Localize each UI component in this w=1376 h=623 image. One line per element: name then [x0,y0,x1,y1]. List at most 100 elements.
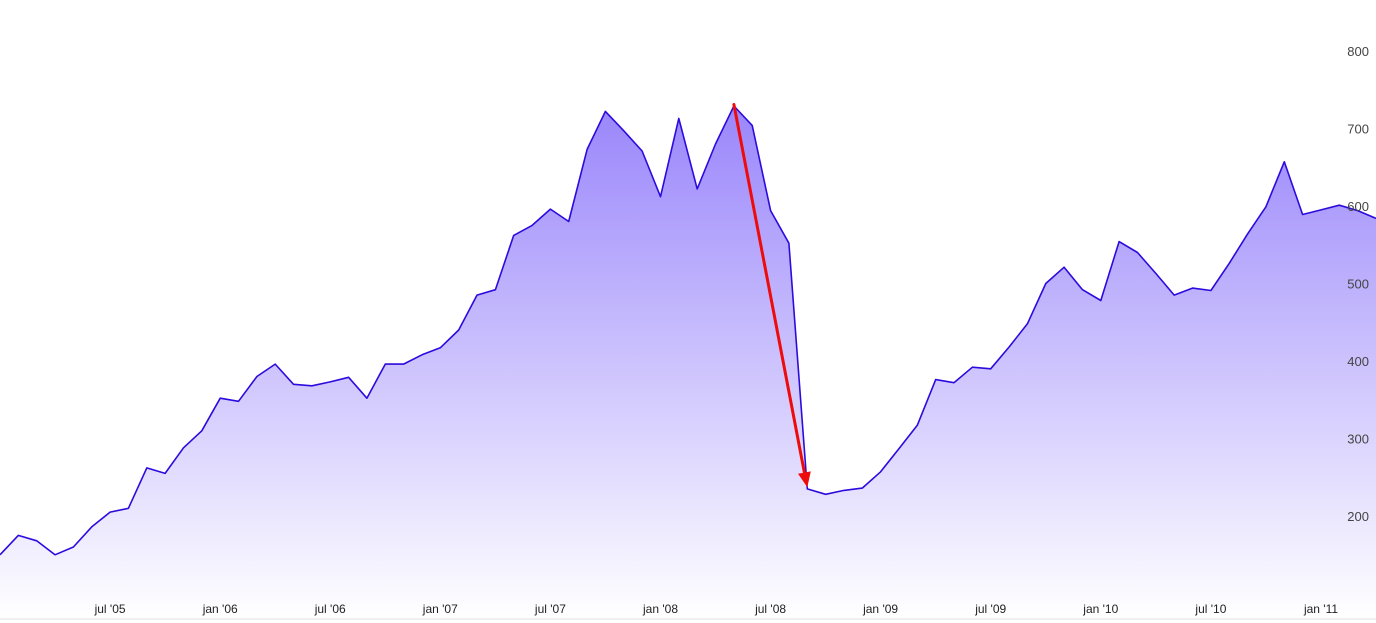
data-point [842,488,846,492]
data-point [163,471,167,475]
y-tick-label: 800 [1347,44,1369,59]
data-point [71,545,75,549]
data-point [1301,213,1305,217]
y-axis: 200 300 400 500 600 700 800 [1347,44,1369,524]
data-point [438,346,442,350]
data-point [1246,232,1250,236]
y-tick-label: 200 [1347,509,1369,524]
data-point [1025,322,1029,326]
data-point [475,293,479,297]
data-point [1007,345,1011,349]
data-point [677,116,681,120]
data-point [915,423,919,427]
data-point [35,539,39,543]
data-point [989,367,993,371]
x-tick-label: jul '05 [94,602,126,616]
data-point [897,447,901,451]
data-point [1319,208,1323,212]
data-point [585,147,589,151]
data-point [493,288,497,292]
series-area-fill [0,106,1376,619]
data-point [1264,205,1268,209]
data-point [1337,203,1341,207]
data-point [1136,251,1140,255]
data-point [750,123,754,127]
data-point [310,384,314,388]
data-point [970,365,974,369]
x-tick-label: jul '07 [534,602,566,616]
data-point [714,142,718,146]
data-point [1209,289,1213,293]
data-point [108,510,112,514]
data-point [16,533,20,537]
data-point [1117,240,1121,244]
data-point [695,187,699,191]
data-point [292,382,296,386]
data-point [934,378,938,382]
data-point [328,380,332,384]
x-tick-label: jul '08 [754,602,786,616]
x-axis: jul '05 jan '06 jul '06 jan '07 jul '07 jan '… [94,602,1339,616]
data-point [402,362,406,366]
data-point [200,429,204,433]
data-point [879,470,883,474]
data-point [622,129,626,133]
data-point [860,486,864,490]
data-point [182,446,186,450]
x-tick-label: jan '10 [1082,602,1118,616]
data-point [1062,265,1066,269]
y-tick-label: 700 [1347,122,1369,137]
data-point [1191,286,1195,290]
data-point [1044,282,1048,286]
data-point [420,353,424,357]
data-point [1227,261,1231,265]
x-tick-label: jan '07 [422,602,458,616]
series-line [0,105,1376,556]
data-point [1099,299,1103,303]
x-tick-label: jul '06 [314,602,346,616]
x-tick-label: jan '09 [862,602,898,616]
data-point [769,209,773,213]
annotation-arrow-head [798,471,811,488]
data-point [805,487,809,491]
data-point [512,233,516,237]
data-point [1154,271,1158,275]
data-point [640,149,644,153]
x-tick-label: jan '08 [642,602,678,616]
data-point [255,375,259,379]
annotation-arrow-shaft [732,103,806,475]
data-point [53,553,57,557]
data-point [383,362,387,366]
data-point [218,396,222,400]
data-point [548,207,552,211]
y-tick-label: 600 [1347,199,1369,214]
data-point [126,506,130,510]
x-tick-label: jul '10 [1194,602,1226,616]
data-point [530,223,534,227]
x-tick-label: jan '06 [202,602,238,616]
data-point [457,328,461,332]
data-point [952,381,956,385]
data-point [603,109,607,113]
data-point [1081,288,1085,292]
data-point [1282,160,1286,164]
y-tick-label: 300 [1347,432,1369,447]
y-tick-label: 400 [1347,354,1369,369]
data-point [365,396,369,400]
x-tick-label: jan '11 [1303,602,1338,616]
data-point [237,399,241,403]
data-point [659,195,663,199]
y-tick-label: 500 [1347,277,1369,292]
data-point [145,466,149,470]
data-point [90,525,94,529]
data-point [347,375,351,379]
plot-area [0,105,1376,619]
annotation-layer [732,103,811,488]
data-point [567,220,571,224]
data-point [824,492,828,496]
x-tick-label: jul '09 [974,602,1006,616]
data-point [273,362,277,366]
data-point [787,241,791,245]
data-point [1172,293,1176,297]
